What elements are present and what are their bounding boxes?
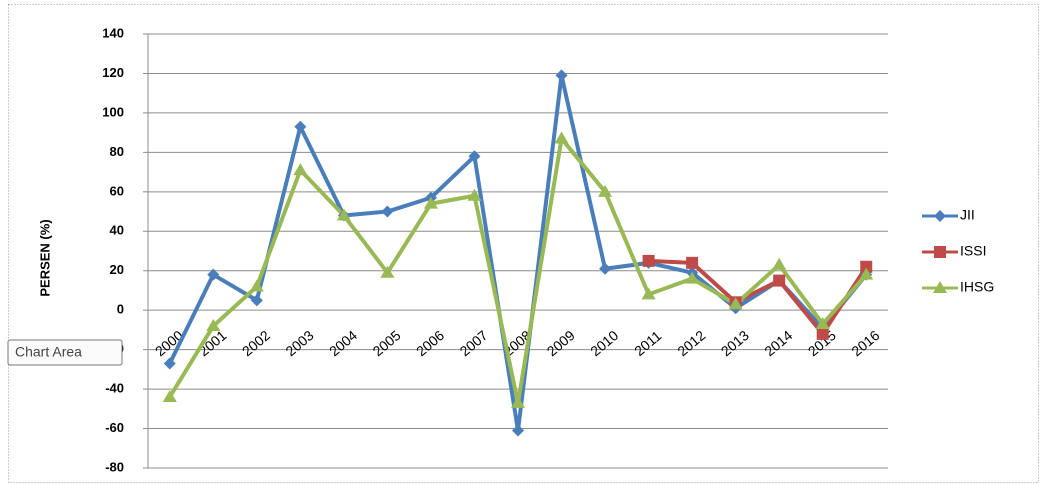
marker [728, 297, 743, 310]
y-tick-label: -80 [105, 459, 124, 474]
x-tick-label: 2014 [761, 327, 795, 359]
marker [511, 395, 525, 408]
marker [380, 265, 395, 278]
legend-label: ISSI [960, 243, 986, 259]
x-tick-label: 2005 [370, 327, 404, 359]
marker [467, 188, 482, 201]
marker [381, 205, 394, 218]
marker [162, 389, 177, 402]
y-tick-label: 60 [110, 183, 124, 198]
y-tick-label: 80 [110, 144, 124, 159]
y-tick-label: -60 [105, 420, 124, 435]
y-tick-label: 0 [117, 302, 124, 317]
marker [933, 281, 947, 293]
legend-label: JII [960, 207, 975, 223]
marker [934, 210, 946, 222]
marker [815, 316, 830, 329]
x-tick-label: 2006 [413, 327, 447, 359]
y-tick-label: 20 [110, 262, 124, 277]
tooltip: Chart Area [15, 344, 82, 360]
y-tick-label: 40 [110, 223, 124, 238]
marker [512, 424, 524, 437]
marker [686, 256, 699, 269]
marker [555, 69, 568, 82]
chart-area-border [8, 4, 1039, 483]
marker [641, 287, 656, 300]
marker [934, 246, 946, 258]
y-tick-label: 120 [102, 65, 124, 80]
marker [163, 357, 176, 370]
tooltip-box [7, 339, 123, 366]
x-tick-label: 2010 [587, 327, 621, 359]
marker [423, 196, 438, 209]
marker [294, 120, 307, 133]
marker [685, 271, 700, 284]
y-tick-label: 100 [102, 104, 124, 119]
marker [598, 184, 613, 197]
x-tick-label: 2016 [848, 327, 882, 359]
y-tick-label: -40 [105, 381, 124, 396]
x-tick-label: 2011 [631, 327, 665, 359]
marker [336, 208, 351, 221]
marker [293, 163, 308, 176]
x-tick-label: 2002 [239, 327, 273, 359]
marker [772, 257, 787, 270]
x-tick-label: 2009 [544, 327, 578, 359]
marker [859, 267, 874, 280]
marker [816, 327, 829, 340]
marker [599, 262, 612, 275]
y-tick-label: 140 [102, 25, 124, 40]
series-line [648, 258, 868, 336]
marker [860, 260, 873, 273]
marker [249, 279, 264, 292]
x-tick-label: 2007 [457, 327, 491, 359]
marker [250, 294, 263, 307]
legend-label: IHSG [960, 279, 994, 295]
y-axis-title: PERSEN (%) [37, 219, 52, 296]
marker [642, 254, 655, 267]
x-tick-label: 2004 [326, 327, 360, 359]
x-tick-label: 2013 [718, 327, 752, 359]
marker [773, 274, 786, 287]
marker [206, 318, 221, 331]
marker [207, 268, 220, 281]
x-tick-label: 2012 [674, 327, 708, 359]
marker [554, 131, 569, 144]
marker [468, 150, 481, 163]
x-tick-label: 2003 [282, 327, 316, 359]
series-line [167, 73, 868, 433]
